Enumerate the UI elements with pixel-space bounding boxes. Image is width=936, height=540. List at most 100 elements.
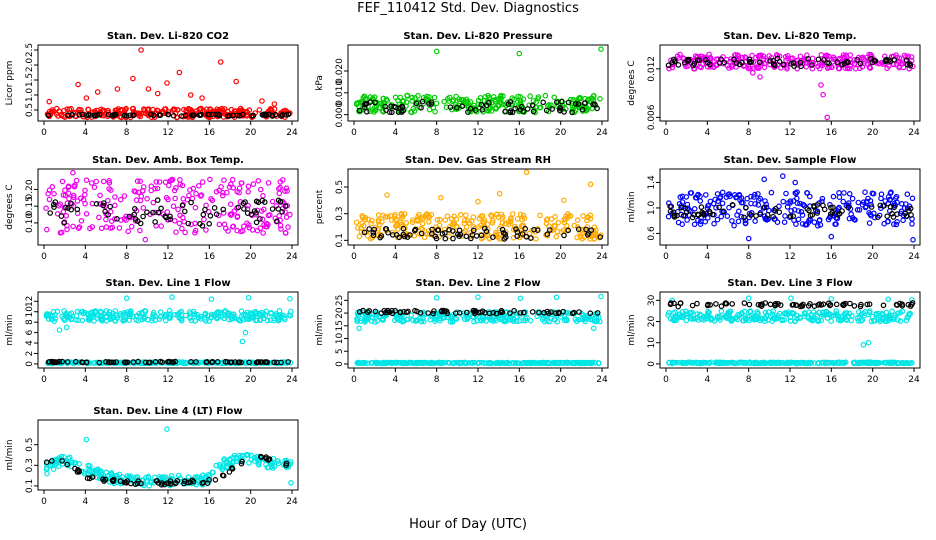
data-point: [75, 81, 81, 88]
data-point: [848, 211, 854, 217]
x-tick-label: 4: [82, 128, 88, 138]
data-point: [356, 360, 363, 367]
data-point: [881, 359, 888, 366]
panel-title: Stan. Dev. Amb. Box Temp.: [92, 155, 244, 166]
data-point: [389, 310, 396, 317]
data-point: [89, 474, 96, 480]
data-point: [742, 220, 749, 227]
data-point: [182, 360, 188, 367]
x-tick-label: 8: [434, 252, 440, 262]
x-tick-label: 8: [124, 497, 130, 507]
y-tick-label: 0.012: [647, 56, 657, 82]
data-point: [263, 308, 270, 315]
data-point: [735, 359, 742, 366]
data-point: [818, 82, 824, 88]
data-point: [830, 204, 836, 211]
data-point: [739, 54, 746, 61]
data-point: [145, 106, 152, 113]
data-point: [449, 98, 456, 105]
data-point: [85, 112, 92, 118]
data-point: [240, 223, 247, 230]
data-point: [789, 302, 796, 308]
data-point: [72, 182, 78, 188]
data-point: [260, 230, 266, 236]
data-point: [857, 60, 864, 67]
data-point: [418, 225, 425, 232]
data-point: [203, 227, 209, 233]
data-point: [799, 221, 806, 227]
data-point: [557, 104, 564, 111]
data-point: [705, 308, 711, 315]
data-point: [287, 312, 294, 319]
data-point: [93, 201, 100, 207]
data-point: [212, 476, 219, 483]
data-point: [818, 317, 825, 324]
data-point: [809, 62, 815, 68]
data-point: [858, 301, 864, 308]
data-point: [413, 100, 420, 107]
y-tick-label: 0.3: [25, 458, 35, 472]
data-point: [123, 479, 130, 486]
data-point: [235, 359, 242, 366]
data-point: [131, 112, 137, 119]
data-point: [802, 221, 809, 227]
data-point: [285, 224, 291, 230]
data-point: [705, 301, 711, 308]
data-point: [579, 236, 586, 242]
data-point: [45, 112, 52, 119]
data-point: [229, 465, 235, 471]
x-tick-label: 24: [908, 128, 920, 138]
data-point: [512, 105, 519, 112]
data-point: [891, 200, 898, 207]
data-point: [156, 112, 163, 118]
data-point: [815, 56, 822, 63]
data-point: [249, 227, 256, 233]
data-point: [166, 307, 173, 314]
data-point: [199, 223, 206, 229]
data-point: [163, 311, 170, 318]
panel-6: Stan. Dev. Sample Flow 0 4 8 12 16 20 24 0.6 1.0 1…: [627, 155, 921, 262]
panel-3: Stan. Dev. Li-820 Temp. 0 4 8 12 16 20 24 0.006 0…: [627, 31, 921, 138]
data-point: [240, 200, 247, 207]
data-point: [265, 180, 272, 186]
data-point: [282, 188, 288, 195]
data-point: [64, 461, 71, 468]
x-tick-label: 16: [204, 375, 216, 385]
data-point: [521, 215, 528, 222]
data-point: [481, 222, 487, 229]
data-point: [148, 111, 154, 118]
data-point: [490, 309, 497, 316]
data-point: [710, 200, 717, 207]
data-point: [282, 203, 289, 209]
data-point: [210, 469, 216, 476]
data-point: [681, 59, 688, 66]
data-point: [433, 100, 440, 107]
data-point: [43, 313, 50, 319]
data-point: [695, 359, 702, 366]
data-point: [575, 226, 582, 233]
data-point: [705, 360, 712, 366]
data-point: [70, 169, 76, 176]
data-point: [238, 359, 244, 366]
x-tick-label: 4: [392, 375, 398, 385]
data-point: [762, 198, 768, 204]
data-point: [713, 301, 719, 307]
data-point: [800, 201, 807, 208]
data-point: [121, 216, 128, 222]
data-point: [231, 313, 237, 320]
data-point: [722, 300, 729, 306]
data-point: [214, 106, 220, 113]
data-point: [400, 108, 406, 114]
data-point: [112, 317, 119, 324]
data-point: [816, 217, 823, 223]
data-point: [375, 219, 382, 225]
data-point: [723, 194, 730, 200]
data-point: [149, 315, 156, 321]
data-point: [894, 211, 900, 218]
data-point: [181, 480, 187, 487]
y-tick-label: 0.1: [25, 479, 35, 493]
data-point: [478, 232, 485, 239]
data-point: [522, 315, 529, 322]
data-point: [173, 229, 179, 236]
data-point: [259, 112, 266, 118]
